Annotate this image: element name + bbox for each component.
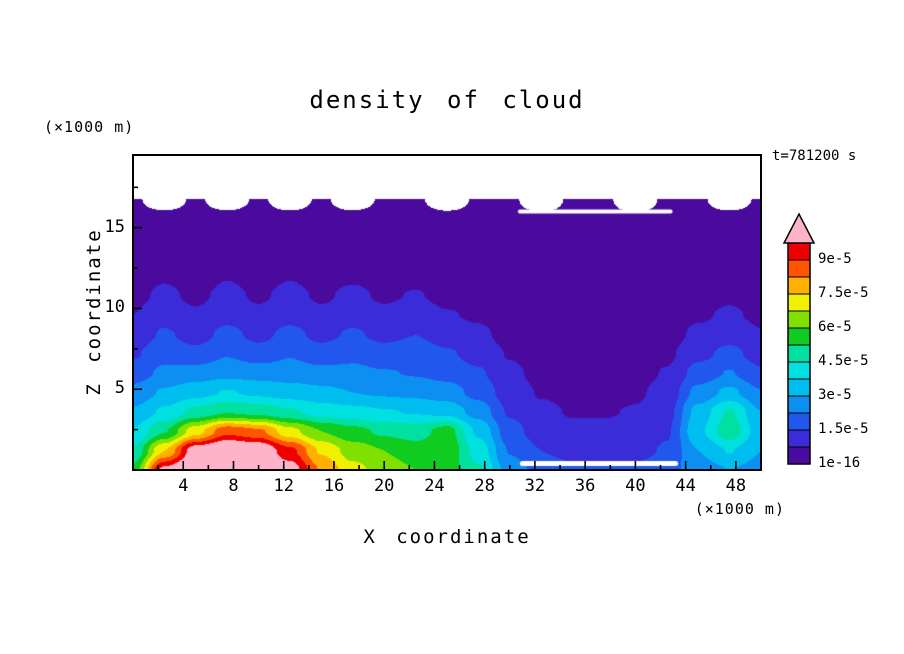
x-tick-label: 48 [725,476,747,496]
x-tick-label: 20 [373,476,395,496]
colorbar-overflow-arrow [782,212,816,244]
colorbar-tick-label: 6e-5 [818,319,852,335]
z-axis-unit-label: (×1000 m) [44,118,135,136]
y-tick-label: 15 [104,216,125,237]
colorbar-tick-label: 1.5e-5 [818,421,869,437]
x-axis-title: X coordinate [363,526,531,548]
colorbar-tick-label: 7.5e-5 [818,285,869,301]
colorbar-tick-label: 9e-5 [818,251,852,267]
colorbar-tick-label: 4.5e-5 [818,353,869,369]
x-tick-label: 32 [524,476,546,496]
x-tick-label: 44 [675,476,696,496]
x-tick-label: 16 [323,476,345,496]
x-tick-label: 36 [574,476,596,496]
x-tick-label: 4 [178,476,189,496]
x-tick-label: 28 [474,476,495,496]
colorbar-tick-label: 1e-16 [818,455,861,471]
x-tick-label: 8 [228,476,239,496]
x-tick-label: 24 [424,476,445,496]
contour-canvas [133,155,761,470]
time-label: t=781200 s [772,148,857,164]
y-tick-label: 10 [104,297,125,318]
x-axis-unit-label: (×1000 m) [694,500,785,518]
chart-title: density of cloud [309,86,585,114]
colorbar-tick-label: 3e-5 [818,387,852,403]
x-tick-label: 40 [625,476,646,496]
x-tick-label: 12 [273,476,294,496]
y-tick-label: 5 [114,378,125,399]
